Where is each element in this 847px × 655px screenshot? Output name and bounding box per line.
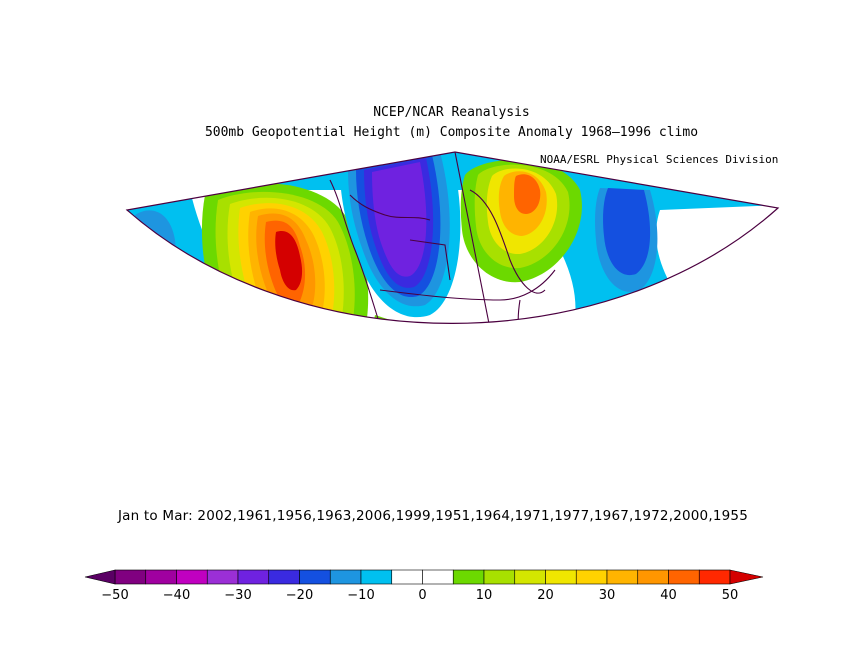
credit-label: NOAA/ESRL Physical Sciences Division [540, 153, 779, 166]
anomaly-field [127, 152, 778, 362]
positive-south-band [373, 315, 543, 324]
ridge-max [275, 231, 303, 291]
neutral-patch-south [390, 325, 520, 362]
chart-subtitle: 500mb Geopotential Height (m) Composite … [204, 125, 699, 140]
trough-east-20 [603, 188, 651, 276]
trough-core [372, 162, 427, 277]
neutral-patch-atlantic [537, 310, 601, 324]
composite-years-label: Jan to Mar: 2002,1961,1956,1963,2006,199… [118, 508, 748, 524]
positive-northeast-max [514, 174, 541, 214]
coastlines [329, 152, 576, 324]
chart-title: NCEP/NCAR Reanalysis [373, 105, 530, 120]
neutral-band-south [127, 300, 560, 324]
map-frame [125, 151, 780, 324]
